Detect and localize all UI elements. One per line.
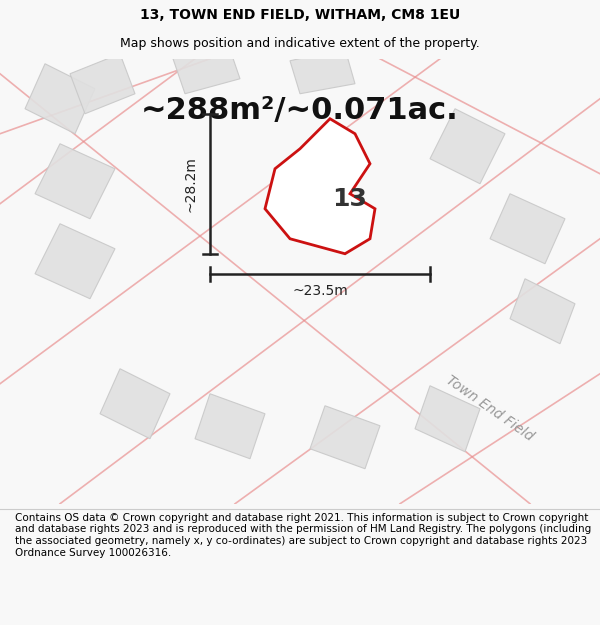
Polygon shape [310,406,380,469]
Text: ~28.2m: ~28.2m [184,156,198,212]
Polygon shape [100,369,170,439]
Polygon shape [490,194,565,264]
Polygon shape [173,44,240,94]
Text: 13: 13 [332,187,367,211]
Text: 13, TOWN END FIELD, WITHAM, CM8 1EU: 13, TOWN END FIELD, WITHAM, CM8 1EU [140,8,460,22]
Polygon shape [35,144,115,219]
Polygon shape [415,386,480,452]
Polygon shape [510,279,575,344]
Polygon shape [25,64,95,134]
Text: ~23.5m: ~23.5m [292,284,348,298]
Polygon shape [290,49,355,94]
Text: Town End Field: Town End Field [443,373,536,444]
Polygon shape [195,394,265,459]
Polygon shape [265,119,375,254]
Polygon shape [430,109,505,184]
Text: Map shows position and indicative extent of the property.: Map shows position and indicative extent… [120,38,480,50]
Text: ~288m²/~0.071ac.: ~288m²/~0.071ac. [141,96,459,125]
Text: Contains OS data © Crown copyright and database right 2021. This information is : Contains OS data © Crown copyright and d… [15,513,591,558]
Polygon shape [35,224,115,299]
Polygon shape [70,54,135,114]
